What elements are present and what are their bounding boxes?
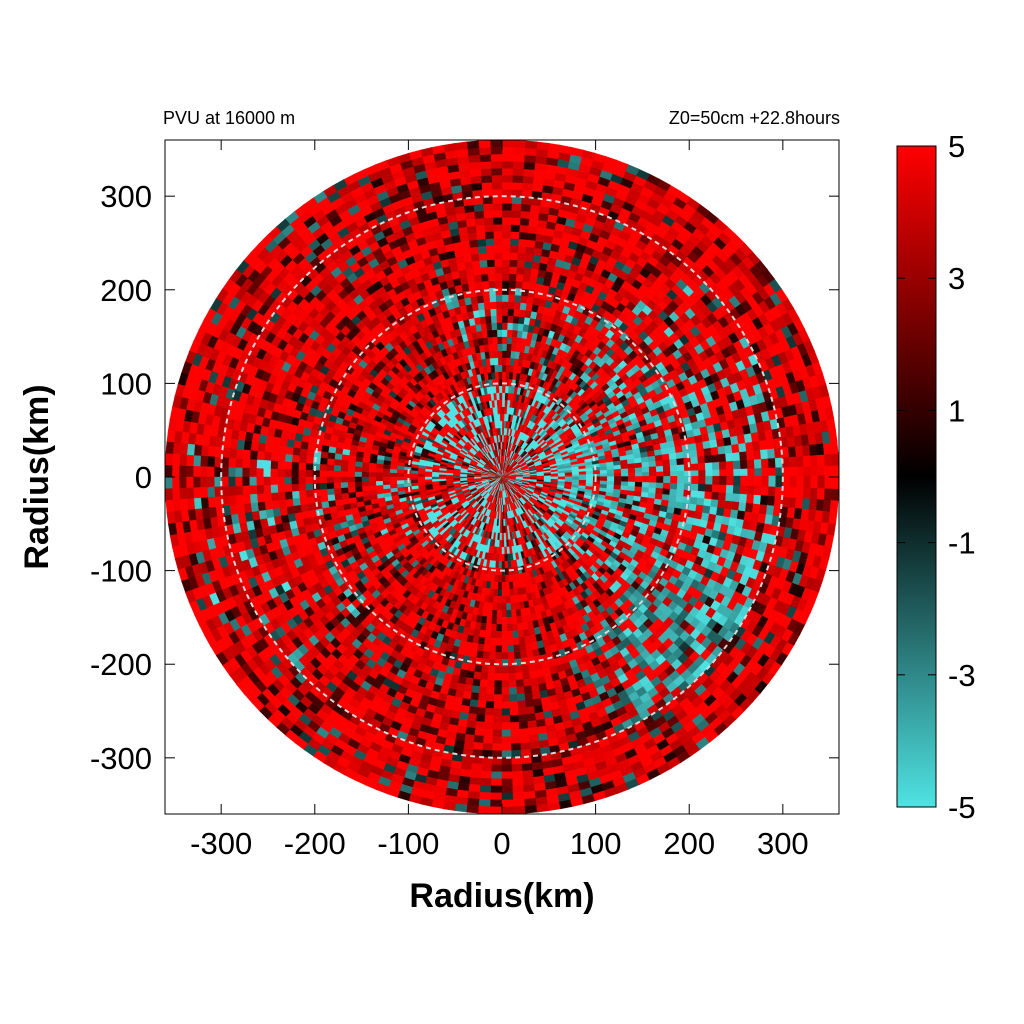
heatmap-cell xyxy=(497,596,503,604)
heatmap-cell xyxy=(649,476,657,483)
heatmap-cell xyxy=(496,624,503,632)
heatmap-field xyxy=(165,140,839,814)
heatmap-cell xyxy=(494,666,503,674)
heatmap-cell xyxy=(389,472,398,478)
heatmap-cell xyxy=(522,476,531,479)
heatmap-cell xyxy=(305,469,313,478)
heatmap-cell xyxy=(497,603,503,611)
heatmap-cell xyxy=(599,476,608,481)
heatmap-cell xyxy=(507,280,516,289)
heatmap-cell xyxy=(495,652,503,660)
heatmap-cell xyxy=(592,476,601,481)
heatmap-cell xyxy=(628,476,636,482)
heatmap-cell xyxy=(515,476,524,478)
heatmap-cell xyxy=(501,329,508,337)
heatmap-cell xyxy=(614,476,622,482)
heatmap-cell xyxy=(495,659,504,667)
heatmap-cell xyxy=(579,476,587,481)
heatmap-cell xyxy=(354,471,362,478)
heatmap-cell xyxy=(564,476,573,480)
heatmap-cell xyxy=(529,476,538,479)
heatmap-cell xyxy=(655,481,664,489)
heatmap-cell xyxy=(550,476,559,480)
heatmap-cell xyxy=(333,470,341,478)
heatmap-cell xyxy=(326,470,334,478)
heatmap-cell xyxy=(501,371,506,380)
heatmap-cell xyxy=(488,665,497,674)
heatmap-cell xyxy=(497,589,503,597)
heatmap-cell xyxy=(543,476,552,479)
heatmap-cell xyxy=(501,308,509,316)
heatmap-cell xyxy=(684,475,692,484)
heatmap-cell xyxy=(361,471,369,478)
heatmap-cell xyxy=(495,638,503,646)
heatmap-cell xyxy=(490,630,498,639)
heatmap-cell xyxy=(621,476,629,482)
heatmap-cell xyxy=(312,470,320,479)
heatmap-cell xyxy=(496,617,503,625)
heatmap-cell xyxy=(572,476,580,480)
heatmap-cell xyxy=(501,280,510,288)
heatmap-cell xyxy=(496,610,503,618)
heatmap-cell xyxy=(501,336,508,344)
heatmap-cell xyxy=(501,322,508,330)
heatmap-cell xyxy=(670,476,678,484)
heatmap-cell xyxy=(536,476,545,479)
heatmap-cell xyxy=(586,476,594,481)
heatmap-cell xyxy=(375,472,383,478)
heatmap-cell xyxy=(382,472,390,478)
heatmap-cell xyxy=(508,476,517,478)
heatmap-cell xyxy=(642,476,650,483)
heatmap-cell xyxy=(496,631,503,639)
heatmap-cell xyxy=(656,476,664,483)
heatmap-cell xyxy=(501,294,509,302)
heatmap-cell xyxy=(501,350,507,358)
heatmap-cell xyxy=(498,574,503,583)
heatmap-cell xyxy=(305,463,314,472)
heatmap-cell xyxy=(557,476,566,480)
heatmap-cell xyxy=(501,364,507,373)
heatmap-cell xyxy=(368,472,376,478)
heatmap-cell xyxy=(319,470,327,478)
heatmap-cell xyxy=(635,476,643,483)
heatmap-cell xyxy=(347,471,355,478)
heatmap-cell xyxy=(501,357,507,365)
heatmap-cell xyxy=(663,476,671,484)
heatmap-cell xyxy=(396,473,405,478)
heatmap-cell xyxy=(495,645,503,653)
heatmap-cell xyxy=(340,465,349,473)
heatmap-cell xyxy=(677,476,685,484)
heatmap-cell xyxy=(501,301,509,309)
heatmap-cell xyxy=(506,315,514,324)
heatmap-cell xyxy=(501,343,507,351)
heatmap-cell xyxy=(497,581,503,590)
heatmap-cell xyxy=(501,315,508,323)
heatmap-cell xyxy=(500,287,509,295)
heatmap-cell xyxy=(606,476,615,482)
heatmap-cell xyxy=(340,471,348,478)
